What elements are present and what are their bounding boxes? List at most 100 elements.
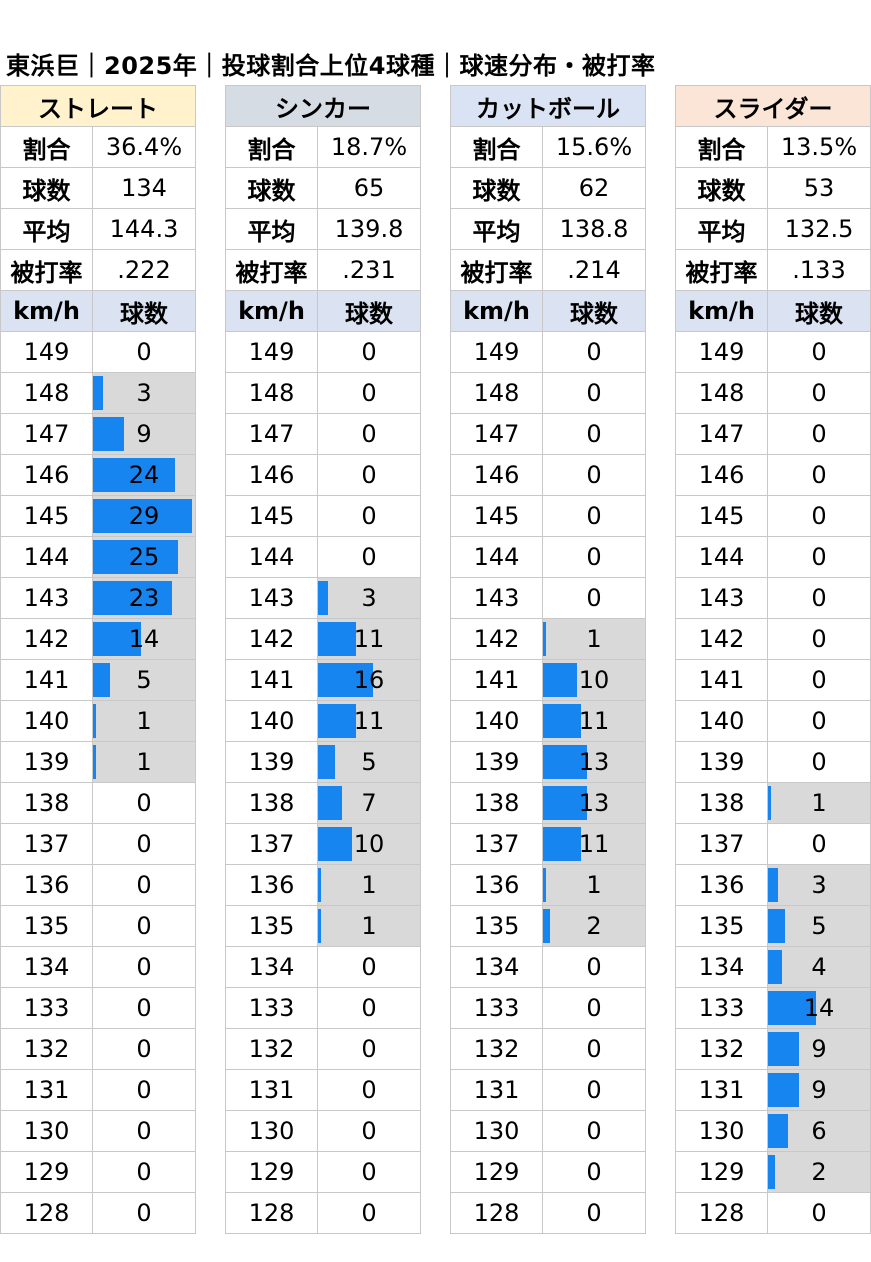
count-value: 0 — [361, 953, 377, 981]
speed-row: 138 1 — [675, 782, 871, 824]
pitch-count-cell: 0 — [542, 372, 646, 414]
count-value: 0 — [811, 502, 827, 530]
speed-value: 145 — [0, 495, 93, 537]
pitch-count-cell: 0 — [766, 495, 871, 537]
kmh-column-header: km/h — [0, 290, 93, 332]
speed-value: 136 — [675, 864, 768, 906]
pitch-count-cell: 23 — [92, 577, 196, 619]
count-bar — [768, 1073, 799, 1107]
speed-value: 149 — [0, 331, 93, 373]
speed-row: 135 1 — [225, 905, 421, 947]
speed-value: 141 — [675, 659, 768, 701]
pitch-count-cell: 0 — [542, 1192, 646, 1234]
count-bar — [93, 704, 96, 738]
count-bar — [543, 704, 581, 738]
speed-value: 141 — [450, 659, 543, 701]
count-value: 10 — [578, 666, 610, 694]
pitch-count-cell: 0 — [92, 1151, 196, 1193]
speed-value: 147 — [450, 413, 543, 455]
pitch-count-cell: 0 — [766, 372, 871, 414]
speed-value: 134 — [675, 946, 768, 988]
count-value: 0 — [811, 420, 827, 448]
speed-value: 129 — [225, 1151, 318, 1193]
stat-label: 球数 — [675, 167, 768, 209]
count-value: 62 — [542, 167, 646, 209]
speed-row: 140 0 — [675, 700, 871, 742]
speed-row: 148 0 — [225, 372, 421, 414]
count-value: 0 — [361, 461, 377, 489]
speed-value: 148 — [675, 372, 768, 414]
speed-row: 130 0 — [450, 1110, 646, 1152]
batting-average-value: .231 — [317, 249, 421, 291]
count-bar — [768, 909, 785, 943]
avg-speed-value: 144.3 — [92, 208, 196, 250]
count-value: 0 — [586, 461, 602, 489]
count-value: 0 — [136, 1199, 152, 1227]
count-value: 3 — [361, 584, 377, 612]
pitch-count-cell: 7 — [317, 782, 421, 824]
speed-value: 134 — [0, 946, 93, 988]
speed-row: 133 0 — [0, 987, 196, 1029]
pitch-count-cell: 1 — [92, 741, 196, 783]
count-bar — [318, 581, 328, 615]
speed-value: 130 — [0, 1110, 93, 1152]
count-value: 0 — [811, 584, 827, 612]
pitch-count-cell: 6 — [766, 1110, 871, 1152]
speed-row: 138 0 — [0, 782, 196, 824]
count-value: 14 — [128, 625, 160, 653]
speed-value: 135 — [0, 905, 93, 947]
count-value: 5 — [361, 748, 377, 776]
speed-row: 146 0 — [450, 454, 646, 496]
speed-row: 145 0 — [675, 495, 871, 537]
kmh-column-header: km/h — [675, 290, 768, 332]
speed-row: 141 10 — [450, 659, 646, 701]
stat-label: 球数 — [0, 167, 93, 209]
speed-row: 140 11 — [450, 700, 646, 742]
pitch-count-cell: 14 — [766, 987, 871, 1029]
count-value: 0 — [811, 379, 827, 407]
pitch-count-cell: 9 — [92, 413, 196, 455]
count-value: 1 — [361, 912, 377, 940]
count-bar — [318, 909, 321, 943]
avg-speed-value: 132.5 — [766, 208, 871, 250]
speed-value: 136 — [0, 864, 93, 906]
count-value: 0 — [586, 1199, 602, 1227]
pitch-count-cell: 29 — [92, 495, 196, 537]
count-bar — [318, 622, 356, 656]
stat-label: 被打率 — [0, 249, 93, 291]
count-value: 0 — [136, 789, 152, 817]
pitch-count-cell: 10 — [542, 659, 646, 701]
count-bar — [93, 581, 172, 615]
count-value: 1 — [361, 871, 377, 899]
count-bar — [318, 786, 342, 820]
count-value: 0 — [586, 379, 602, 407]
pitch-table: スライダー 割合 13.5% 球数 53 平均 132.5 被打率 .133 km/h 球数 149 0… — [674, 85, 871, 1234]
pitch-count-cell: 0 — [542, 1110, 646, 1152]
count-value: 0 — [361, 1076, 377, 1104]
speed-value: 144 — [0, 536, 93, 578]
speed-row: 133 14 — [675, 987, 871, 1029]
count-value: 0 — [136, 1117, 152, 1145]
speed-row: 144 25 — [0, 536, 196, 578]
count-value: 1 — [586, 625, 602, 653]
speed-value: 142 — [675, 618, 768, 660]
pitch-count-cell: 1 — [542, 864, 646, 906]
avg-speed-value: 138.8 — [542, 208, 646, 250]
count-value: 4 — [811, 953, 827, 981]
speed-row: 132 0 — [450, 1028, 646, 1070]
speed-row: 142 14 — [0, 618, 196, 660]
speed-row: 131 0 — [450, 1069, 646, 1111]
count-bar — [768, 786, 771, 820]
speed-value: 141 — [225, 659, 318, 701]
stat-label: 球数 — [450, 167, 543, 209]
speed-value: 135 — [450, 905, 543, 947]
count-value: 0 — [136, 912, 152, 940]
count-value: 9 — [136, 420, 152, 448]
speed-row: 139 5 — [225, 741, 421, 783]
speed-row: 143 0 — [675, 577, 871, 619]
speed-row: 141 16 — [225, 659, 421, 701]
speed-row: 144 0 — [675, 536, 871, 578]
speed-value: 147 — [225, 413, 318, 455]
count-bar — [543, 868, 546, 902]
pitch-count-cell: 11 — [317, 700, 421, 742]
